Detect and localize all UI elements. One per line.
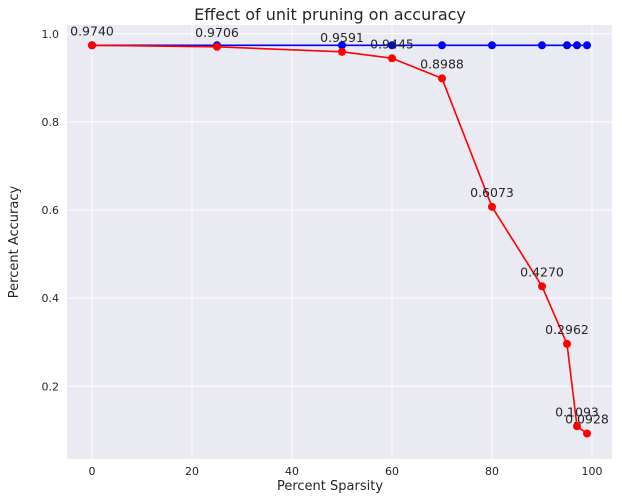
series-1-point [563, 339, 571, 348]
x-tick-label: 20 [185, 465, 199, 478]
series-1-point [583, 429, 591, 438]
series-1-point [573, 422, 581, 431]
series-1-point [338, 47, 346, 56]
series-0-point [538, 41, 546, 50]
data-label: 0.2962 [545, 322, 589, 337]
y-tick-label: 0.4 [42, 292, 60, 305]
series-0-point [338, 41, 346, 50]
series-1-point [388, 54, 396, 63]
grid-lines [67, 25, 612, 459]
x-axis-title: Percent Sparsity [277, 479, 383, 494]
series-1-point [88, 41, 96, 50]
data-label: 0.4270 [520, 264, 564, 279]
data-label: 0.8988 [420, 56, 464, 71]
data-label: 0.0928 [565, 412, 609, 427]
x-tick-label: 60 [385, 465, 399, 478]
series-0-point [388, 41, 396, 50]
series-lines [91, 44, 588, 435]
y-axis-title: Percent Accuracy [7, 185, 22, 298]
x-tick-label: 80 [485, 465, 499, 478]
data-label: 0.9740 [70, 23, 114, 38]
data-label: 0.9591 [320, 30, 364, 45]
tick-labels: 0 20 40 60 80 100 0.2 0.4 0.6 0.8 1.0 [42, 28, 603, 478]
data-label: 0.9445 [370, 36, 414, 51]
data-label: 0.6073 [470, 185, 514, 200]
series-1-point [538, 282, 546, 291]
chart-title: Effect of unit pruning on accuracy [194, 5, 466, 24]
series-0-point [583, 41, 591, 50]
data-label: 0.9706 [195, 25, 239, 40]
series-1-point [488, 202, 496, 211]
series-0-point [573, 41, 581, 50]
y-tick-label: 0.8 [42, 116, 60, 129]
series-0-point [488, 41, 496, 50]
data-points [88, 41, 591, 438]
data-labels: 0.9740 0.9706 0.9591 0.9445 0.8988 0.6073 0.42… [70, 23, 609, 426]
series-1-point [438, 74, 446, 83]
series-1-point [213, 42, 221, 51]
data-label: 0.1093 [555, 404, 599, 419]
x-tick-label: 100 [582, 465, 603, 478]
plot-area [67, 25, 612, 459]
series-line-1 [91, 44, 588, 435]
y-tick-label: 0.6 [42, 204, 60, 217]
y-tick-label: 0.2 [42, 380, 60, 393]
series-0-point [563, 41, 571, 50]
x-tick-label: 0 [89, 465, 96, 478]
x-tick-label: 40 [285, 465, 299, 478]
y-tick-label: 1.0 [42, 28, 60, 41]
series-0-point [438, 41, 446, 50]
